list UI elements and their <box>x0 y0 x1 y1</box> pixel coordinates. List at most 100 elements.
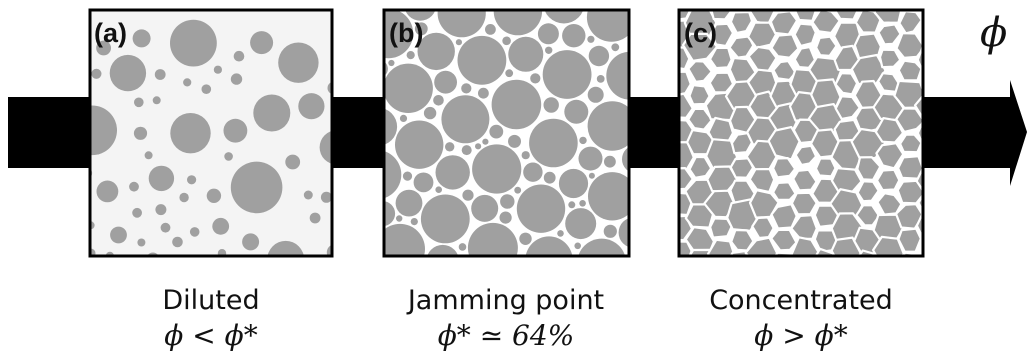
compressed-particle <box>643 202 675 230</box>
particle <box>133 126 148 140</box>
particle <box>187 175 197 185</box>
particle <box>405 10 436 21</box>
particle <box>628 252 644 268</box>
particle <box>562 24 586 48</box>
compressed-particle <box>710 10 734 21</box>
caption-c-title: Concentrated <box>709 285 893 316</box>
particle <box>217 249 227 256</box>
compressed-particle <box>687 107 714 131</box>
particle <box>91 68 102 79</box>
particle <box>437 10 486 38</box>
particle <box>500 194 515 209</box>
compressed-particle <box>666 312 692 336</box>
compressed-particle <box>915 214 923 241</box>
compressed-particle <box>770 33 800 59</box>
particle <box>309 212 321 224</box>
particle <box>545 46 553 54</box>
particle <box>588 172 629 221</box>
particle <box>81 84 89 92</box>
caption-b: Jamming point ϕ* ≃ 64% <box>386 284 626 354</box>
particle <box>508 36 544 72</box>
compressed-particle <box>940 0 967 8</box>
particle <box>499 211 512 224</box>
caption-a-relation: ϕ < ϕ* <box>164 319 258 352</box>
panel-a-label: (a) <box>94 18 127 48</box>
particle <box>375 80 382 87</box>
compressed-particle <box>643 58 671 83</box>
compressed-particle <box>643 0 673 14</box>
particle <box>384 223 425 256</box>
particle <box>375 2 382 9</box>
compressed-particle <box>875 168 901 192</box>
compressed-particle <box>913 94 923 121</box>
compressed-particle <box>830 236 862 256</box>
compressed-particle <box>679 167 694 191</box>
compressed-particle <box>959 288 986 315</box>
particle <box>402 171 413 181</box>
particle <box>399 114 408 122</box>
particle <box>148 165 175 192</box>
particle <box>230 73 243 85</box>
particle <box>521 151 530 160</box>
compressed-particle <box>640 31 675 63</box>
particle <box>172 236 183 248</box>
particle <box>445 142 455 152</box>
particle <box>212 217 230 235</box>
particle <box>579 200 586 207</box>
compressed-particle <box>940 327 963 346</box>
compressed-particle <box>855 204 881 227</box>
particle <box>579 136 587 145</box>
compressed-particle <box>877 23 902 46</box>
particle <box>96 180 119 203</box>
compressed-particle <box>878 48 902 69</box>
panel-b-label: (b) <box>389 18 423 48</box>
particle <box>478 87 489 99</box>
compressed-particle <box>962 74 984 91</box>
compressed-particle <box>898 133 923 154</box>
particle <box>326 244 332 256</box>
particle <box>298 93 325 120</box>
particle <box>155 204 167 216</box>
particle <box>467 222 518 256</box>
particle <box>618 218 629 248</box>
compressed-particle <box>834 72 859 96</box>
compressed-particle <box>899 0 920 7</box>
compressed-particle <box>956 0 988 1</box>
compressed-particle <box>961 216 984 240</box>
particle <box>392 0 400 8</box>
compressed-particle <box>917 265 942 288</box>
particle <box>537 23 559 45</box>
compressed-particle <box>744 236 780 256</box>
particle <box>147 252 159 256</box>
particle <box>154 69 166 80</box>
particle <box>529 118 578 168</box>
particle <box>90 105 117 156</box>
particle <box>435 186 443 193</box>
compressed-particle <box>814 157 837 178</box>
particle <box>558 168 589 199</box>
particle <box>542 50 592 99</box>
particle <box>516 184 566 233</box>
caption-c-relation: ϕ > ϕ* <box>754 319 848 352</box>
compressed-particle <box>936 252 967 278</box>
panel-c-particles <box>640 0 988 346</box>
compressed-particle <box>771 181 797 201</box>
particle <box>233 50 245 62</box>
compressed-particle <box>856 180 880 203</box>
particle <box>413 172 434 193</box>
particle <box>505 69 514 78</box>
particle <box>224 152 233 161</box>
particle <box>461 145 472 156</box>
particle <box>396 215 403 222</box>
compressed-particle <box>936 275 967 302</box>
particle <box>471 194 499 222</box>
particle <box>611 43 620 52</box>
axis-symbol: ϕ <box>980 10 1007 56</box>
compressed-particle <box>641 299 675 328</box>
particle <box>152 96 161 105</box>
compressed-particle <box>897 59 923 82</box>
particle <box>574 242 581 250</box>
particle <box>588 172 595 179</box>
particle <box>253 94 291 132</box>
particle <box>604 155 616 168</box>
